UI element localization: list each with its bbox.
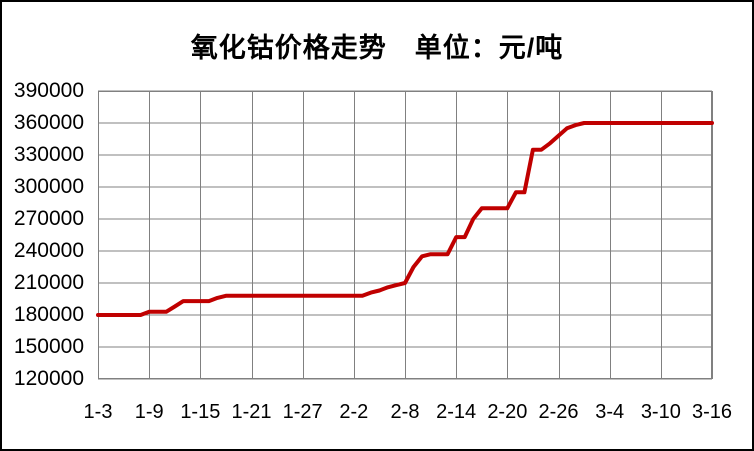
y-axis-tick-label: 210000: [13, 271, 84, 294]
plot-border: [98, 91, 712, 379]
x-axis-tick-label: 1-9: [134, 401, 164, 423]
x-axis-tick-label: 2-8: [390, 401, 420, 423]
y-axis-tick-label: 120000: [13, 367, 84, 390]
x-axis-tick-label: 1-3: [83, 401, 113, 423]
chart-title: 氧化钴价格走势 单位：元/吨: [190, 33, 564, 63]
x-axis-tick-label: 1-15: [180, 401, 221, 423]
y-axis-tick-label: 300000: [13, 175, 84, 198]
y-axis-tick-label: 390000: [13, 79, 84, 102]
y-axis-tick-label: 180000: [13, 303, 84, 326]
x-axis-tick-label: 2-20: [487, 401, 528, 423]
y-axis-tick-label: 360000: [13, 111, 84, 134]
y-axis-tick-label: 270000: [13, 207, 84, 230]
x-axis-tick-label: 2-26: [538, 401, 579, 423]
x-axis-tick-label: 1-21: [231, 401, 272, 423]
x-axis-tick-label: 3-16: [691, 401, 733, 423]
y-axis-tick-label: 330000: [13, 143, 84, 166]
x-axis-tick-label: 3-10: [640, 401, 681, 423]
y-axis-tick-label: 150000: [13, 335, 84, 358]
x-axis-tick-label: 2-2: [339, 401, 369, 423]
x-axis-tick-label: 3-4: [595, 401, 625, 423]
x-axis-tick-label: 2-14: [436, 401, 477, 423]
price-line-series: [96, 121, 714, 317]
price-trend-plot: [96, 90, 714, 380]
y-axis-tick-label: 240000: [13, 239, 84, 262]
x-axis-tick-label: 1-27: [282, 401, 323, 423]
